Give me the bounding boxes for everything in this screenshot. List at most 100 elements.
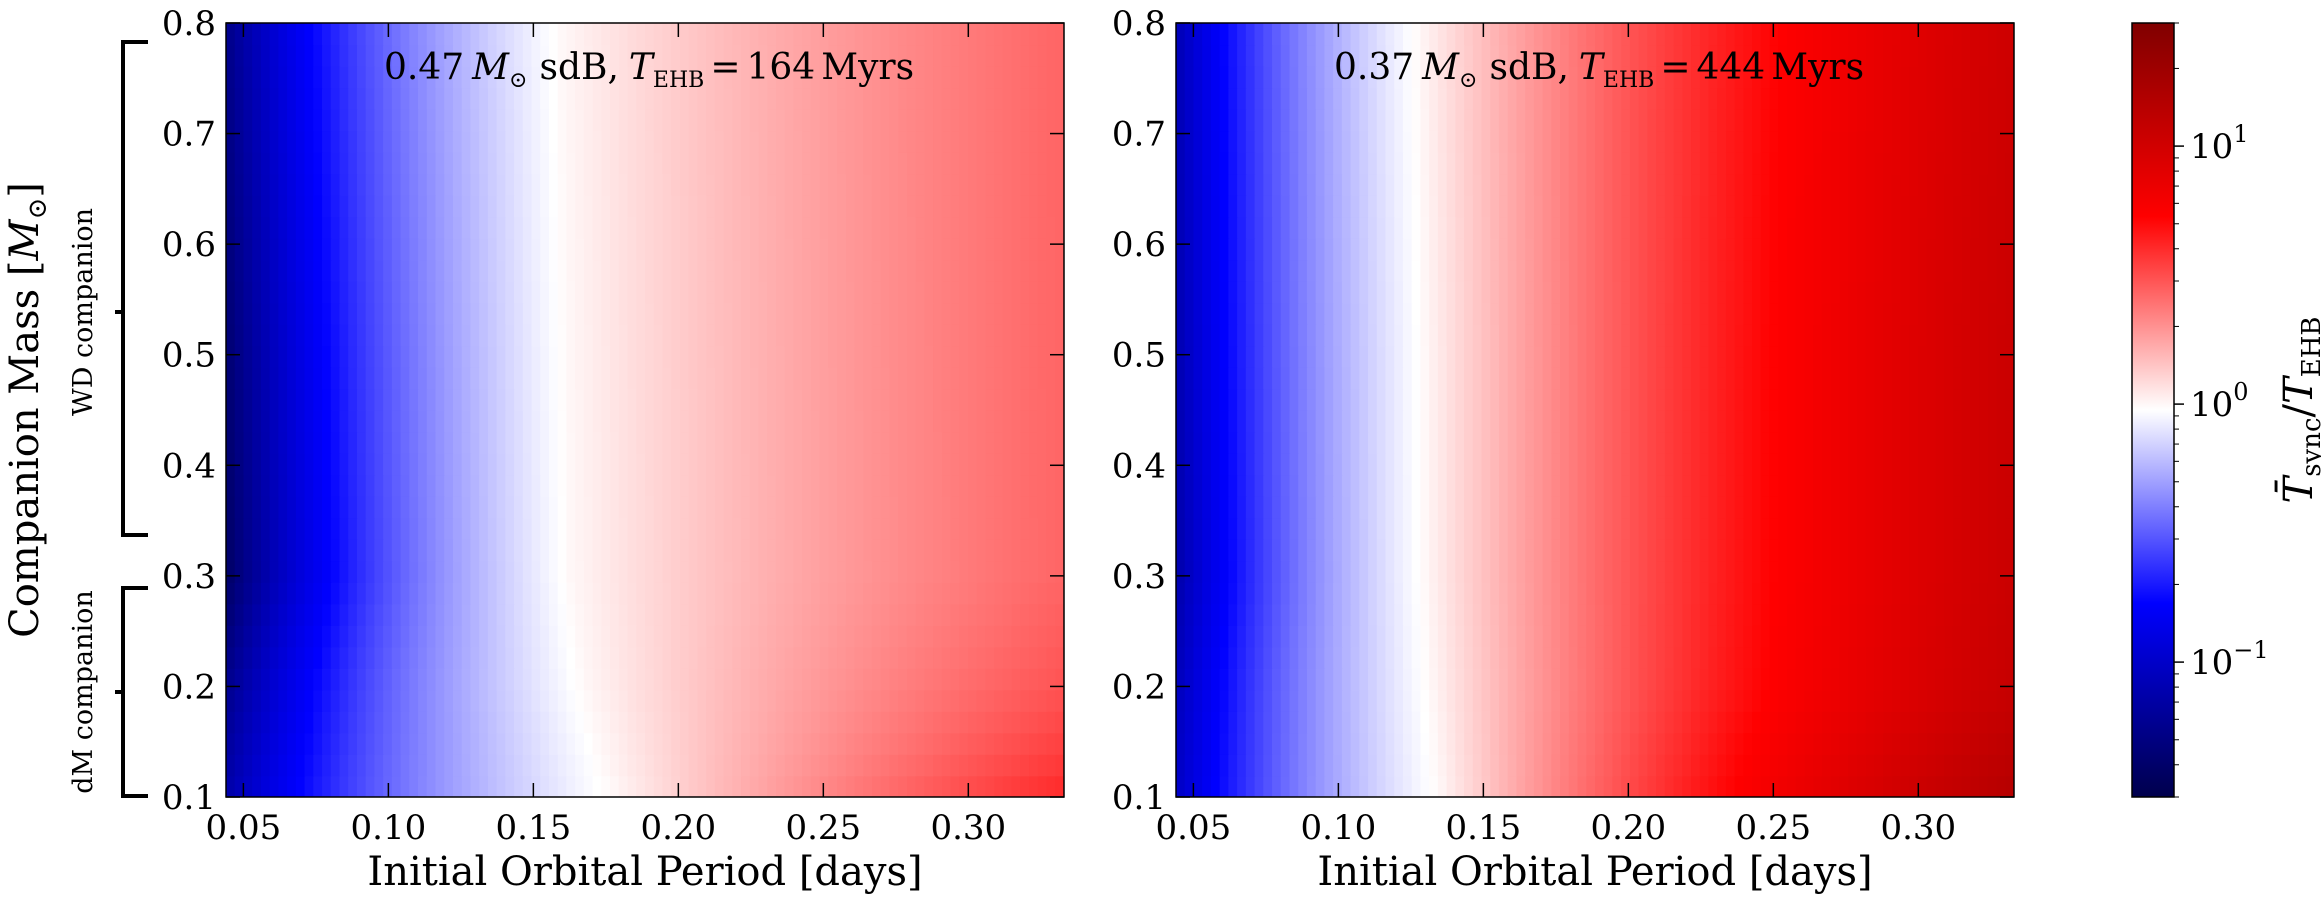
heatmap-cell — [662, 431, 672, 454]
heatmap-cell — [1717, 775, 1727, 797]
heatmap-cell — [1306, 646, 1317, 669]
heatmap-cell — [636, 474, 646, 497]
heatmap-cell — [610, 603, 620, 626]
heatmap-cell — [1020, 582, 1030, 605]
heatmap-cell — [252, 238, 262, 261]
heatmap-cell — [418, 388, 428, 411]
heatmap-cell — [2005, 582, 2014, 605]
heatmap-cell — [1848, 732, 1858, 755]
heatmap-cell — [880, 238, 891, 261]
heatmap-cell — [697, 216, 707, 239]
heatmap-cell — [1464, 689, 1474, 712]
heatmap-cell — [269, 754, 280, 777]
heatmap-cell — [933, 44, 943, 67]
heatmap-cell — [1865, 517, 1876, 540]
heatmap-cell — [854, 281, 865, 304]
heatmap-cell — [1228, 732, 1238, 755]
heatmap-cell — [470, 388, 480, 411]
heatmap-cell — [1272, 754, 1282, 777]
heatmap-cell — [426, 367, 437, 390]
heatmap-cell — [470, 539, 480, 562]
heatmap-cell — [426, 44, 437, 67]
heatmap-cell — [1603, 539, 1614, 562]
heatmap-cell — [741, 152, 751, 175]
heatmap-cell — [426, 668, 437, 691]
heatmap-cell — [1472, 453, 1483, 476]
heatmap-cell — [470, 173, 480, 196]
heatmap-cell — [1029, 646, 1039, 669]
heatmap-cell — [348, 152, 358, 175]
heatmap-cell — [1656, 732, 1666, 755]
heatmap-cell — [1935, 625, 1945, 648]
heatmap-cell — [295, 711, 306, 734]
heatmap-cell — [714, 345, 725, 368]
heatmap-cell — [653, 388, 664, 411]
heatmap-cell — [1533, 453, 1544, 476]
heatmap-cell — [234, 345, 245, 368]
heatmap-cell — [583, 496, 594, 519]
heatmap-cell — [1699, 711, 1710, 734]
heatmap-cell — [1368, 560, 1378, 583]
heatmap-cell — [950, 711, 961, 734]
heatmap-cell — [339, 281, 350, 304]
heatmap-cell — [1341, 668, 1352, 691]
heatmap-cell — [1682, 474, 1692, 497]
heatmap-cell — [854, 625, 865, 648]
heatmap-cell — [435, 711, 446, 734]
heatmap-cell — [243, 66, 253, 89]
heatmap-cell — [374, 302, 384, 325]
heatmap-cell — [322, 388, 332, 411]
heatmap-cell — [767, 496, 777, 519]
heatmap-cell — [775, 646, 786, 669]
heatmap-cell — [845, 345, 856, 368]
heatmap-cell — [1647, 603, 1657, 626]
heatmap-cell — [898, 582, 908, 605]
heatmap-cell — [461, 109, 472, 132]
heatmap-cell — [435, 281, 446, 304]
heatmap-cell — [505, 345, 515, 368]
heatmap-cell — [723, 367, 734, 390]
heatmap-cell — [470, 496, 480, 519]
heatmap-cell — [1769, 603, 1780, 626]
heatmap-cell — [583, 302, 594, 325]
heatmap-cell — [933, 152, 943, 175]
heatmap-cell — [548, 410, 559, 433]
heatmap-cell — [322, 539, 332, 562]
heatmap-cell — [1219, 625, 1230, 648]
heatmap-cell — [1472, 689, 1483, 712]
heatmap-cell — [837, 603, 847, 626]
heatmap-cell — [1839, 711, 1849, 734]
heatmap-cell — [819, 517, 830, 540]
heatmap-cell — [741, 302, 751, 325]
heatmap-cell — [400, 496, 411, 519]
heatmap-cell — [548, 646, 559, 669]
heatmap-cell — [557, 238, 568, 261]
heatmap-cell — [950, 474, 961, 497]
heatmap-cell — [671, 711, 681, 734]
heatmap-cell — [260, 23, 271, 46]
heatmap-cell — [967, 173, 978, 196]
heatmap-cell — [898, 410, 908, 433]
heatmap-cell — [1769, 560, 1780, 583]
heatmap-cell — [1202, 775, 1212, 797]
heatmap-cell — [1245, 582, 1256, 605]
heatmap-cell — [1830, 775, 1841, 797]
heatmap-cell — [994, 130, 1004, 153]
heatmap-cell — [365, 603, 376, 626]
heatmap-cell — [1464, 754, 1474, 777]
heatmap-cell — [435, 625, 446, 648]
heatmap-cell — [479, 324, 489, 347]
heatmap-cell — [714, 195, 725, 218]
heatmap-cell — [662, 87, 672, 110]
heatmap-cell — [793, 324, 803, 347]
heatmap-cell — [269, 517, 280, 540]
heatmap-cell — [1289, 496, 1300, 519]
heatmap-cell — [583, 582, 594, 605]
heatmap-cell — [610, 44, 620, 67]
heatmap-cell — [514, 109, 524, 132]
heatmap-cell — [1228, 453, 1238, 476]
heatmap-cell — [1254, 646, 1265, 669]
heatmap-cell — [1725, 754, 1736, 777]
heatmap-cell — [741, 474, 751, 497]
heatmap-cell — [679, 152, 690, 175]
